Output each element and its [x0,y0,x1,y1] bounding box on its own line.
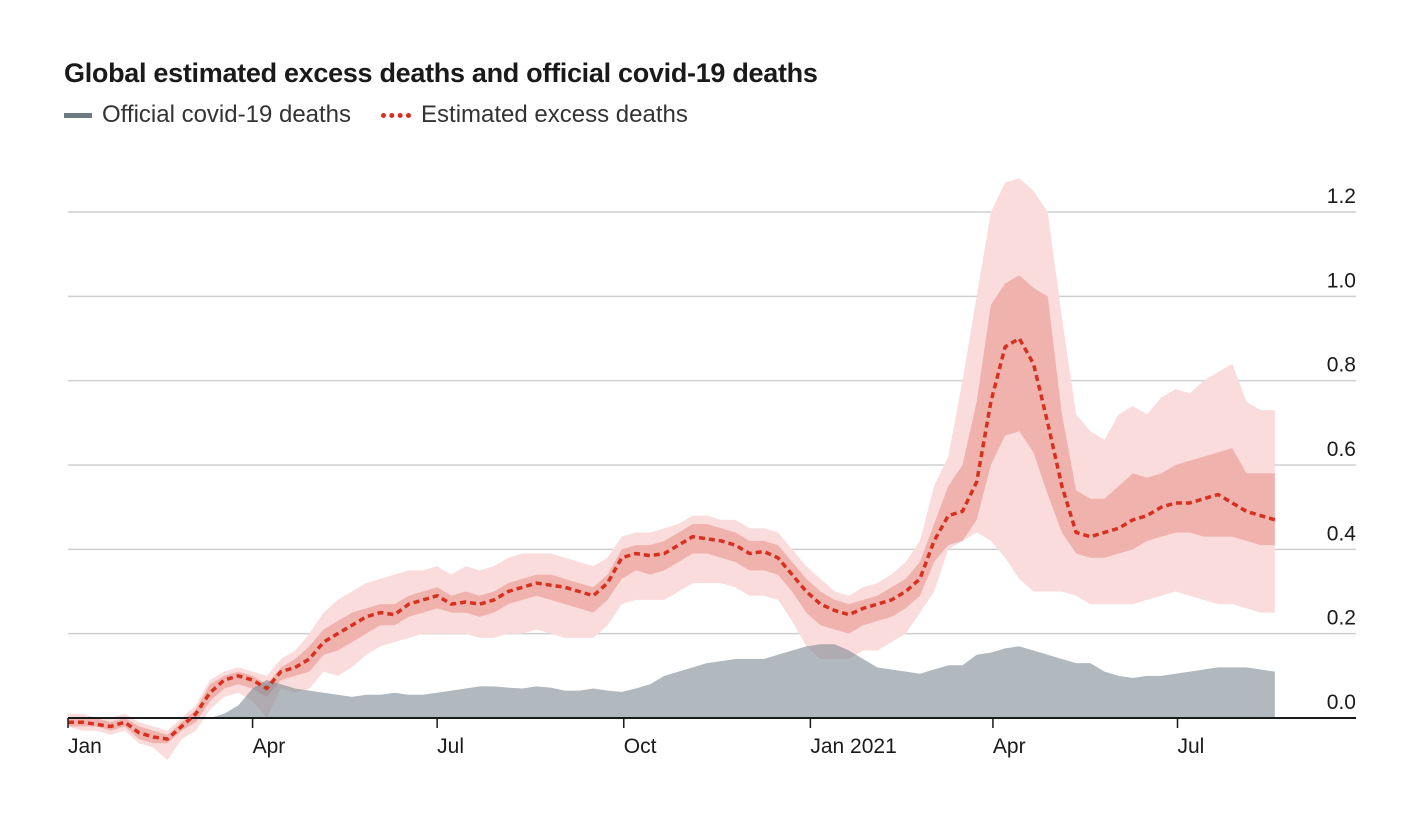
legend-label-excess: Estimated excess deaths [421,101,688,128]
official-deaths-swatch-icon [64,112,92,118]
y-tick-label: 0.6 [1327,438,1356,461]
y-tick-label: 0.2 [1327,607,1356,630]
official-deaths-area [68,644,1275,718]
excess-deaths-inner-band [68,275,1275,744]
x-tick-label: Jan 2021 [810,735,896,758]
excess-deaths-line [68,336,1276,741]
legend-label-official: Official covid-19 deaths [102,101,352,128]
x-axis-ticks: Jan Apr Jul Oct Jan 2021 Apr Jul [67,718,1205,758]
y-tick-label: 1.0 [1327,269,1356,292]
x-tick-label: Apr [993,735,1026,758]
legend-item-official: Official covid-19 deaths [64,101,351,129]
y-tick-label: 0.0 [1327,691,1356,714]
legend-item-excess: Estimated excess deaths [381,101,688,129]
y-tick-label: 0.4 [1327,522,1357,545]
x-tick-label: Jul [437,735,464,758]
official-deaths-area-shape [68,644,1275,718]
x-tick-label: Apr [253,735,286,758]
x-tick-label: Jan [68,735,102,758]
excess-deaths-series-line [68,336,1276,741]
x-tick-label: Jul [1178,735,1205,758]
legend: Official covid-19 deaths Estimated exces… [64,101,718,129]
chart-title: Global estimated excess deaths and offic… [64,58,818,88]
y-axis-ticks: 0.0 0.2 0.4 0.6 0.8 1.0 1.2 [1327,185,1357,714]
y-tick-label: 1.2 [1327,185,1356,208]
x-tick-label: Oct [624,735,657,758]
excess-deaths-swatch-icon [381,112,412,118]
y-tick-label: 0.8 [1327,354,1356,377]
